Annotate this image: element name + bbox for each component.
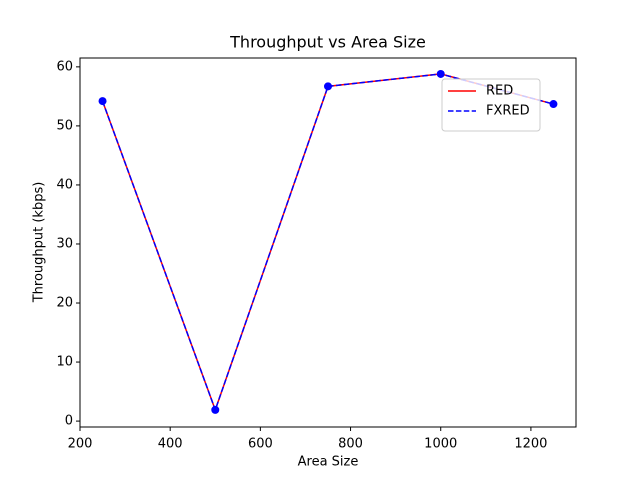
plot-frame — [79, 57, 577, 428]
x-tick-label: 400 — [158, 437, 183, 452]
x-axis-label: Area Size — [298, 455, 359, 470]
y-tick-label: 50 — [56, 118, 73, 133]
data-point — [98, 97, 107, 106]
y-tick-label: 20 — [56, 296, 73, 311]
data-point — [211, 405, 220, 414]
y-tick-label: 0 — [65, 414, 73, 429]
y-tick-label: 60 — [56, 59, 73, 74]
chart-title: Throughput vs Area Size — [229, 33, 426, 52]
data-point — [324, 82, 332, 91]
data-point — [549, 100, 558, 109]
legend-label: FXRED — [486, 104, 530, 119]
x-tick-label: 800 — [338, 437, 363, 452]
legend-label: RED — [486, 84, 513, 99]
x-tick-label: 1200 — [514, 437, 547, 452]
y-tick-label: 10 — [56, 355, 73, 370]
y-tick-label: 40 — [56, 177, 73, 192]
y-axis-label: Throughput (kbps) — [32, 182, 47, 304]
x-tick-label: 200 — [68, 437, 93, 452]
data-point — [436, 69, 445, 78]
x-tick-label: 1000 — [424, 437, 457, 452]
legend-box — [441, 78, 541, 132]
legend: RED FXRED — [441, 78, 541, 132]
y-tick-label: 30 — [56, 236, 73, 251]
x-tick-label: 600 — [248, 437, 273, 452]
